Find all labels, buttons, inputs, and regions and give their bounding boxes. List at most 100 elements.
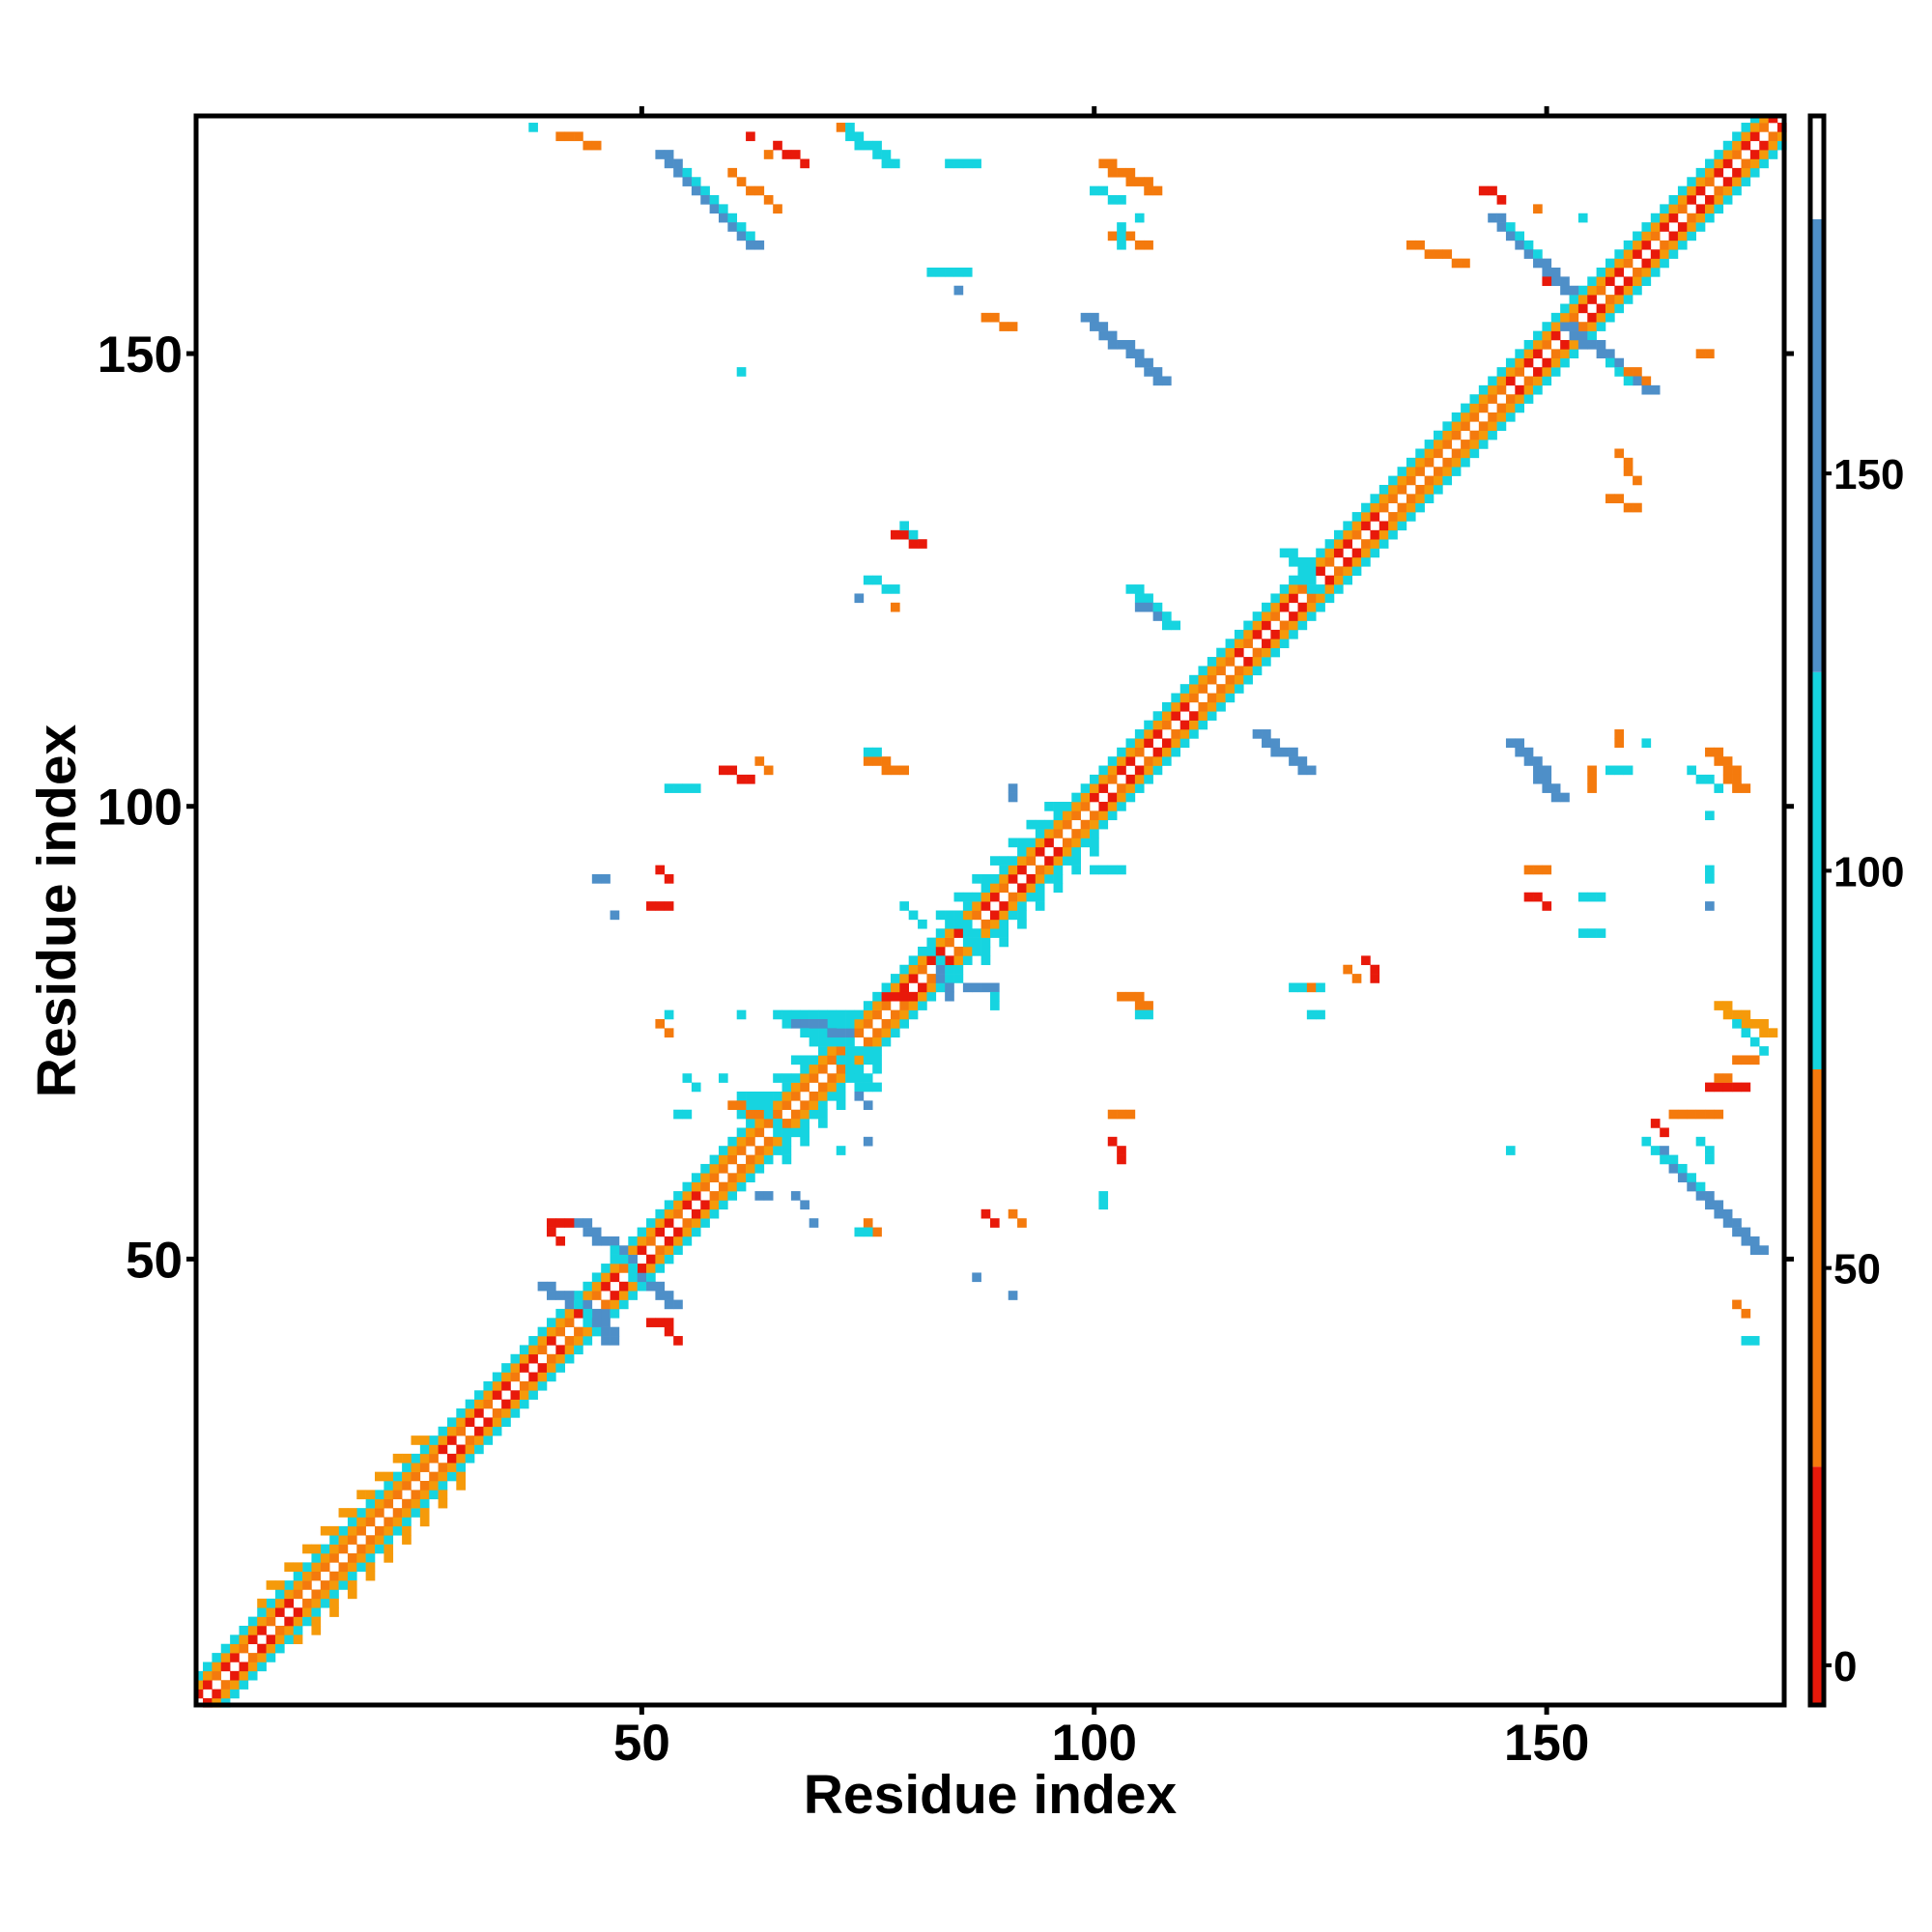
contact-cell	[727, 1191, 738, 1201]
contact-cell	[809, 1055, 819, 1065]
contact-cell	[1505, 1146, 1516, 1155]
contact-cell	[1406, 475, 1416, 486]
contact-cell	[1614, 258, 1625, 269]
contact-cell	[962, 919, 973, 929]
contact-cell	[863, 1100, 873, 1111]
contact-cell	[1424, 249, 1435, 259]
contact-cell	[1262, 620, 1271, 631]
contact-cell	[628, 1291, 638, 1300]
contact-cell	[1289, 611, 1298, 621]
contact-cell	[239, 1634, 249, 1645]
contact-cell	[655, 1254, 666, 1264]
contact-cell	[845, 1055, 855, 1065]
contact-cell	[1505, 231, 1516, 242]
contact-cell	[1542, 865, 1552, 875]
contact-cell	[591, 1227, 602, 1237]
contact-cell	[465, 1408, 475, 1418]
contact-cell	[872, 1055, 882, 1065]
contact-cell	[1741, 1236, 1751, 1246]
contact-cell	[1695, 167, 1706, 178]
contact-cell	[628, 1281, 638, 1292]
contact-cell	[1442, 430, 1453, 440]
contact-cell	[700, 1208, 710, 1219]
contact-cell	[754, 1127, 765, 1138]
contact-cell	[863, 1082, 873, 1093]
contact-cell	[646, 1236, 656, 1246]
contact-cell	[347, 1589, 357, 1600]
contact-cell	[1660, 204, 1669, 214]
contact-cell	[1306, 602, 1317, 612]
contact-cell	[610, 1299, 620, 1310]
contact-cell	[419, 1490, 430, 1500]
contact-cell	[365, 1562, 376, 1573]
contact-cell	[1451, 448, 1462, 459]
contact-cell	[1071, 865, 1081, 875]
contact-cell	[1650, 1146, 1661, 1155]
contact-cell	[555, 131, 566, 142]
contact-cell	[582, 1326, 593, 1337]
contact-cell	[1117, 783, 1126, 793]
contact-cell	[727, 1100, 738, 1111]
contact-cell	[1633, 240, 1642, 250]
contact-cell	[1406, 512, 1416, 522]
contact-cell	[1722, 765, 1733, 776]
contact-cell	[845, 1028, 855, 1038]
contact-cell	[818, 1091, 828, 1101]
contact-cell	[1533, 756, 1543, 766]
contact-cell	[691, 1208, 701, 1219]
contact-cell	[727, 1154, 738, 1165]
contact-cell	[519, 1399, 529, 1409]
contact-cell	[1714, 158, 1724, 169]
contact-cell	[1117, 195, 1126, 205]
contact-cell	[1125, 339, 1136, 350]
contact-cell	[1560, 349, 1570, 359]
contact-cell	[718, 1154, 728, 1165]
contact-cell	[247, 1634, 258, 1645]
contact-cell	[1523, 240, 1534, 250]
contact-cell	[972, 928, 981, 938]
contact-cell	[746, 240, 755, 250]
contact-cell	[736, 222, 747, 232]
contact-cell	[818, 1064, 828, 1074]
contact-cell	[257, 1653, 267, 1662]
contact-cell	[1614, 729, 1625, 739]
contact-cell	[736, 1136, 747, 1147]
contact-cell	[655, 865, 666, 875]
colorbar-frame	[1807, 113, 1827, 1708]
contact-cell	[863, 1136, 873, 1147]
contact-cell	[546, 1227, 556, 1237]
contact-cell	[329, 1607, 339, 1617]
contact-cell	[836, 1018, 846, 1029]
contact-cell	[746, 1119, 755, 1128]
contact-cell	[1577, 339, 1588, 350]
contact-cell	[863, 1055, 873, 1065]
contact-cell	[691, 1173, 701, 1182]
contact-cell	[247, 1653, 258, 1662]
contact-cell	[1017, 892, 1027, 902]
contact-cell	[628, 1272, 638, 1283]
contact-cell	[438, 1498, 448, 1509]
contact-cell	[1451, 421, 1462, 432]
contact-cell	[1523, 756, 1534, 766]
contact-cell	[411, 1490, 421, 1500]
contact-cell	[1614, 268, 1625, 277]
contact-cell	[284, 1625, 294, 1635]
contact-cell	[1695, 222, 1706, 232]
contact-cell	[1741, 131, 1751, 142]
contact-cell	[1695, 1136, 1706, 1147]
contact-cell	[474, 1435, 484, 1445]
contact-cell	[438, 1435, 448, 1445]
contact-cell	[809, 1037, 819, 1047]
contact-cell	[1324, 539, 1335, 549]
contact-cell	[646, 1227, 656, 1237]
contact-cell	[1641, 222, 1652, 232]
contact-cell	[239, 1670, 249, 1681]
contact-cell	[818, 1100, 828, 1111]
contact-cell	[691, 1227, 701, 1237]
contact-cell	[1605, 357, 1615, 368]
contact-cell	[980, 946, 991, 956]
contact-cell	[610, 1254, 620, 1264]
contact-cell	[1152, 765, 1163, 776]
contact-cell	[1523, 892, 1534, 902]
contact-cell	[781, 1146, 792, 1155]
